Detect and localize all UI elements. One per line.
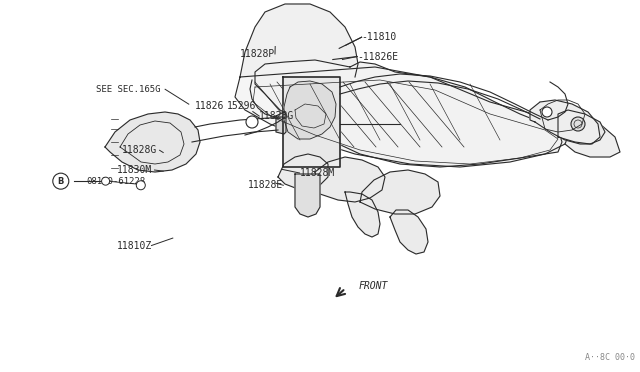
Text: 11830M: 11830M xyxy=(116,165,152,175)
Circle shape xyxy=(136,181,145,190)
Polygon shape xyxy=(540,102,620,157)
Polygon shape xyxy=(105,112,200,172)
Text: A··8C 00·0: A··8C 00·0 xyxy=(585,353,635,362)
Circle shape xyxy=(246,116,258,128)
Polygon shape xyxy=(530,100,600,144)
Text: 11828P: 11828P xyxy=(240,49,275,59)
Text: SEE SEC.165G: SEE SEC.165G xyxy=(96,85,161,94)
Circle shape xyxy=(542,107,552,117)
Text: -11826E: -11826E xyxy=(357,52,398,61)
Circle shape xyxy=(102,177,109,185)
Text: B: B xyxy=(58,177,64,186)
Text: 15296: 15296 xyxy=(227,101,257,111)
Text: FRONT: FRONT xyxy=(359,281,388,291)
Polygon shape xyxy=(235,67,570,167)
Text: 11826: 11826 xyxy=(195,101,225,111)
Polygon shape xyxy=(283,77,340,167)
Text: 11828E: 11828E xyxy=(248,180,284,190)
Polygon shape xyxy=(278,154,328,189)
Polygon shape xyxy=(255,60,562,167)
Text: 08120-61228: 08120-61228 xyxy=(86,177,145,186)
Polygon shape xyxy=(390,210,428,254)
Text: -11810: -11810 xyxy=(362,32,397,42)
Polygon shape xyxy=(276,112,286,134)
Text: 11828M: 11828M xyxy=(300,168,335,178)
Text: 11810Z: 11810Z xyxy=(116,241,152,250)
Polygon shape xyxy=(360,170,440,214)
Polygon shape xyxy=(345,192,380,237)
Text: 11828G: 11828G xyxy=(259,111,294,121)
Circle shape xyxy=(571,117,585,131)
Polygon shape xyxy=(240,4,358,77)
Polygon shape xyxy=(284,81,336,139)
Polygon shape xyxy=(558,110,605,144)
Text: 11828G: 11828G xyxy=(122,145,157,155)
Polygon shape xyxy=(310,157,385,202)
Polygon shape xyxy=(295,174,320,217)
